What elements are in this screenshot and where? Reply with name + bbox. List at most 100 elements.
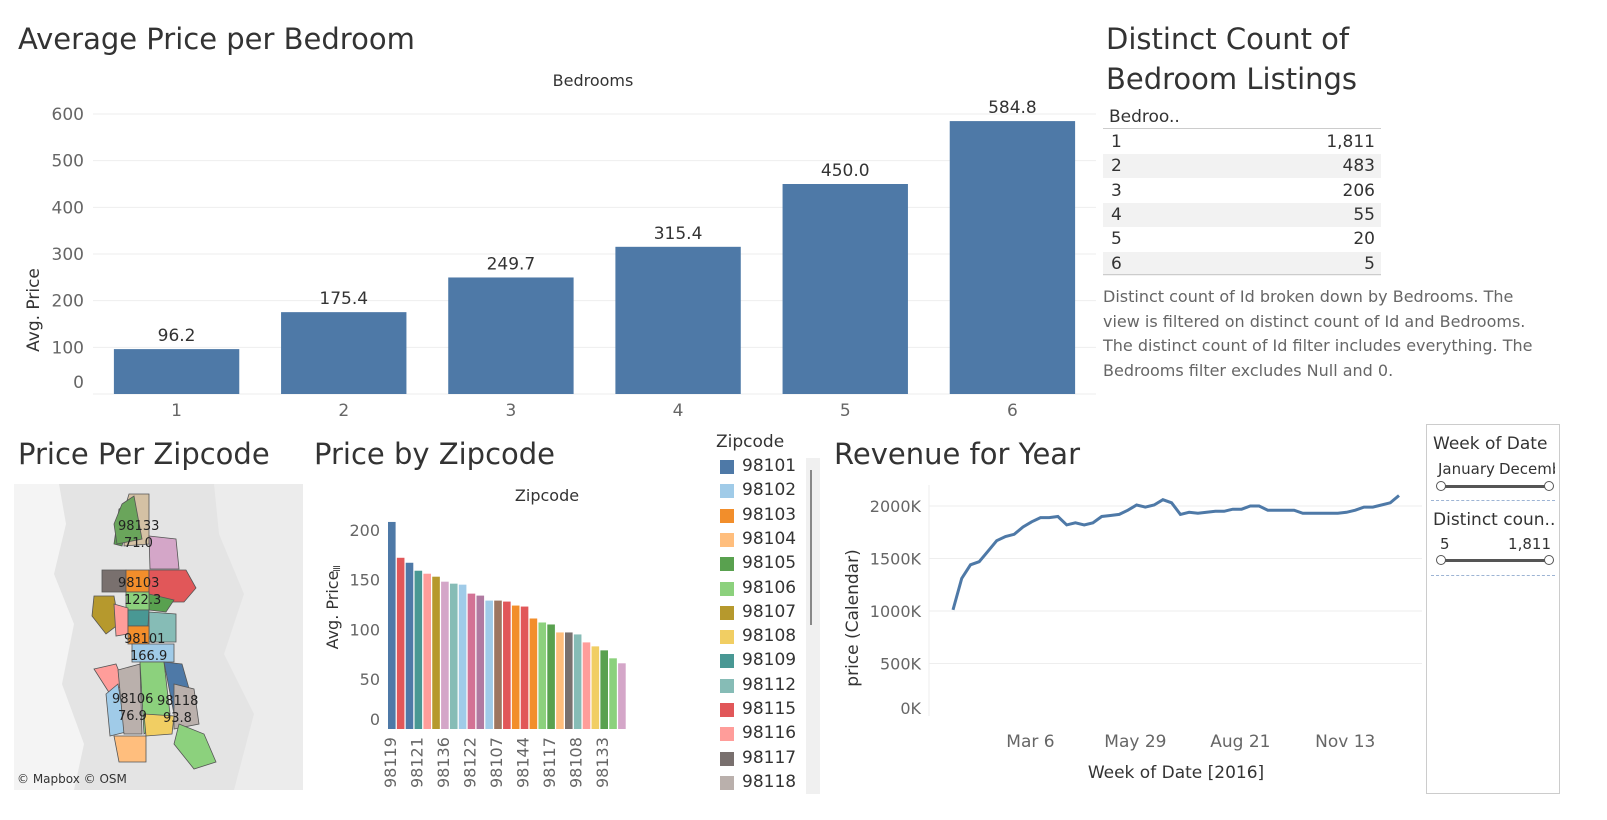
map-zip-label: 98118 <box>157 694 199 709</box>
legend-swatch <box>720 581 734 596</box>
y-tick-label: 200 <box>52 292 84 312</box>
count-slider-track[interactable] <box>1441 559 1547 562</box>
bar[interactable] <box>529 618 538 729</box>
bar[interactable] <box>511 605 520 729</box>
bar[interactable] <box>503 601 511 729</box>
bar[interactable] <box>476 595 485 729</box>
legend-swatch <box>720 751 734 766</box>
y-tick-label: 200 <box>349 521 380 540</box>
x-tick-label: 98136 <box>434 737 453 788</box>
bar[interactable] <box>388 521 396 729</box>
bar[interactable] <box>556 632 564 729</box>
y-tick-label: 100 <box>52 338 84 358</box>
week-slider-max-handle[interactable] <box>1544 481 1554 491</box>
map-region[interactable] <box>148 535 180 570</box>
bar[interactable] <box>600 650 608 729</box>
bar[interactable] <box>423 573 431 729</box>
bar[interactable] <box>467 593 476 729</box>
map-region[interactable] <box>117 663 143 735</box>
bar[interactable] <box>609 658 617 729</box>
revenue-y-axis-label: price (Calendar) <box>843 549 863 686</box>
map-region[interactable] <box>113 495 143 545</box>
revenue-line[interactable] <box>951 494 1400 611</box>
bar[interactable] <box>281 312 407 394</box>
legend-label: 98112 <box>742 674 797 695</box>
table-row[interactable]: 3 206 <box>1103 178 1381 203</box>
bar-data-label: 249.7 <box>487 254 536 274</box>
table-row[interactable]: 4 55 <box>1103 202 1381 227</box>
week-filter-title: Week of Date <box>1433 434 1548 454</box>
sort-icon[interactable]: ≡ <box>332 562 341 575</box>
bar[interactable] <box>520 606 529 729</box>
count-slider-max-handle[interactable] <box>1544 555 1554 565</box>
zip-chart-title: Price by Zipcode <box>314 437 556 471</box>
bar[interactable] <box>573 634 582 729</box>
table-row[interactable]: 2 483 <box>1103 154 1381 179</box>
bar[interactable] <box>547 624 555 729</box>
bar[interactable] <box>582 642 591 729</box>
map-land-east <box>214 484 303 790</box>
bar[interactable] <box>113 349 240 394</box>
map-price-label: 122.3 <box>124 593 162 608</box>
bar[interactable] <box>538 622 547 729</box>
bar[interactable] <box>414 570 423 729</box>
map-region[interactable] <box>113 735 147 763</box>
legend-scrollbar-thumb[interactable] <box>810 470 812 625</box>
revenue-x-axis-label: Week of Date [2016] <box>1088 763 1264 783</box>
legend-label: 98108 <box>742 626 797 647</box>
legend-label: 98107 <box>742 601 797 622</box>
legend-label: 98116 <box>742 723 797 744</box>
x-tick-label: 98117 <box>540 737 559 788</box>
map-region[interactable] <box>143 713 175 737</box>
avg-price-chart: Bedrooms Avg. Price 0 100 200 300 400 500 600 9… <box>18 70 1098 430</box>
bar[interactable] <box>782 184 908 394</box>
legend-label: 98101 <box>742 456 797 476</box>
bar[interactable] <box>396 557 405 729</box>
bar[interactable] <box>441 581 449 729</box>
table-cell-count: 1,811 <box>1326 132 1375 152</box>
map-region[interactable] <box>91 595 120 635</box>
bar[interactable] <box>615 246 741 394</box>
y-tick-label: 50 <box>360 670 380 689</box>
bar[interactable] <box>458 584 467 729</box>
bar[interactable] <box>494 600 502 729</box>
legend-swatch <box>720 557 734 572</box>
table-row[interactable]: 1 1,811 <box>1103 130 1381 154</box>
filter-divider <box>1431 500 1555 501</box>
table-row[interactable]: 5 20 <box>1103 227 1381 252</box>
legend-scrollbar[interactable] <box>806 458 820 794</box>
week-slider-track[interactable] <box>1441 485 1547 488</box>
week-slider-min-handle[interactable] <box>1436 481 1446 491</box>
map-region[interactable] <box>127 609 150 627</box>
bar[interactable] <box>591 646 600 729</box>
legend-swatch <box>720 678 734 693</box>
map-zip-label: 98133 <box>118 519 160 534</box>
map-region[interactable] <box>173 683 200 730</box>
count-filter-min: 5 <box>1440 535 1450 553</box>
distinct-count-title-2: Bedroom Listings <box>1106 62 1358 96</box>
x-tick-label: 98144 <box>514 737 533 788</box>
map-region[interactable] <box>173 723 217 770</box>
bar[interactable] <box>485 600 493 729</box>
legend-swatch <box>720 775 734 790</box>
bar[interactable] <box>618 663 626 729</box>
caption-line: view is filtered on distinct count of Id… <box>1103 311 1526 331</box>
x-tick-label: 3 <box>506 401 517 421</box>
bar[interactable] <box>565 632 573 729</box>
map-region[interactable] <box>131 643 175 663</box>
bar[interactable] <box>949 121 1076 395</box>
revenue-chart: price (Calendar) Week of Date [2016] 0K 5… <box>834 478 1424 800</box>
bar[interactable] <box>432 576 440 729</box>
avg-price-header: Bedrooms <box>553 71 634 90</box>
zipcode-map[interactable]: 98133 71.0 98103 122.3 98101 166.9 98106 76.9 98… <box>14 484 303 790</box>
bar[interactable] <box>405 562 414 729</box>
bar[interactable] <box>449 583 458 729</box>
map-attribution: © Mapbox © OSM <box>17 772 127 786</box>
legend-label: 98109 <box>742 650 797 671</box>
count-slider-min-handle[interactable] <box>1436 555 1446 565</box>
legend-swatch <box>720 532 734 547</box>
legend-label: 98104 <box>742 528 797 549</box>
bar[interactable] <box>448 277 574 394</box>
map-price-label: 71.0 <box>124 536 153 551</box>
